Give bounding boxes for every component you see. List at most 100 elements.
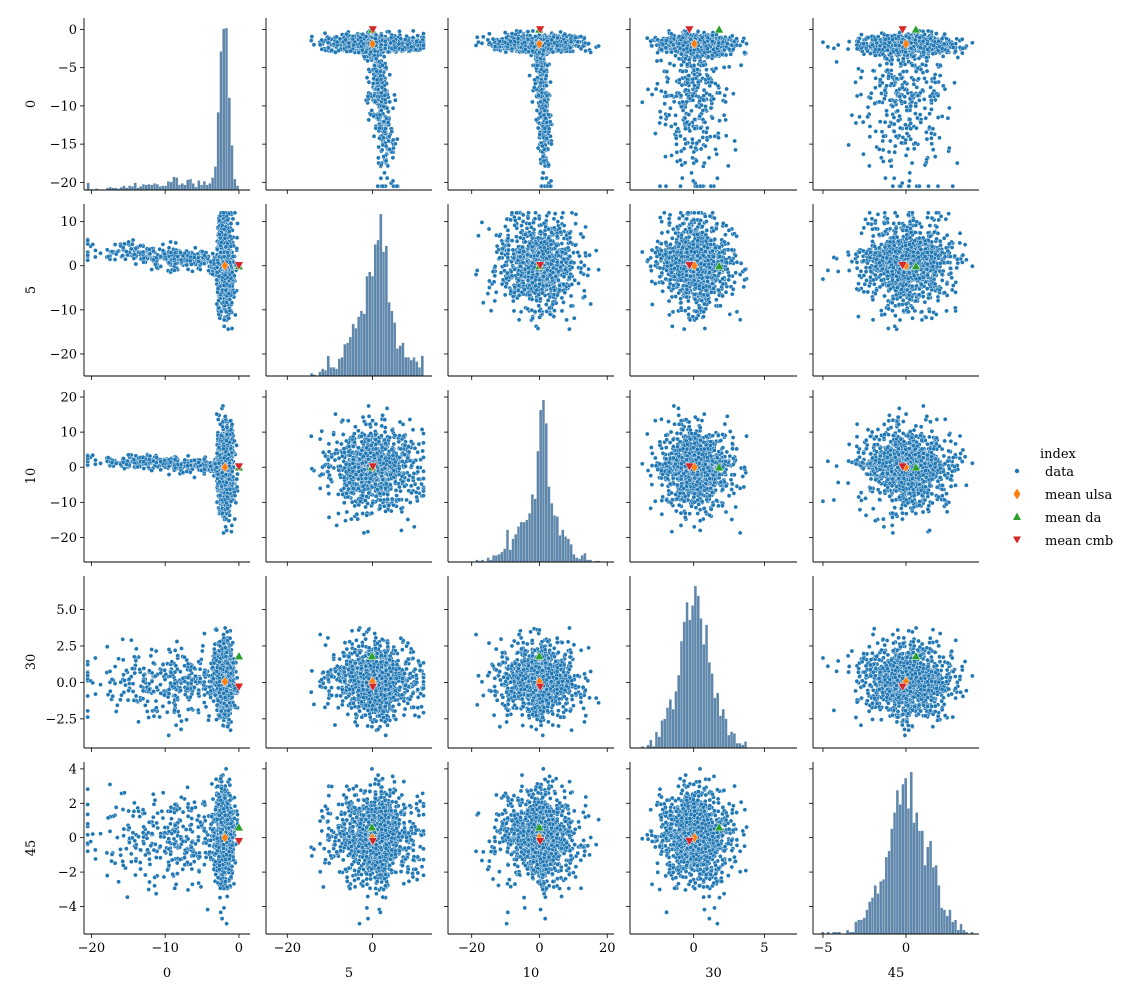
hist-bar <box>86 182 90 191</box>
data-point <box>389 129 395 134</box>
data-point <box>892 121 897 127</box>
data-point <box>911 146 917 152</box>
data-point <box>882 119 888 125</box>
data-point <box>474 34 480 40</box>
data-point <box>485 37 491 43</box>
data-point <box>680 99 686 105</box>
data-point <box>873 75 878 81</box>
data-point <box>309 34 315 39</box>
data-point <box>858 75 864 80</box>
data-point <box>694 140 700 146</box>
data-point <box>734 36 739 41</box>
data-point <box>899 140 904 146</box>
data-point <box>366 67 372 72</box>
data-point <box>721 65 727 70</box>
data-point <box>703 104 708 109</box>
data-point <box>744 41 749 47</box>
data-point <box>371 133 377 139</box>
data-point <box>908 103 914 109</box>
data-point <box>688 144 694 150</box>
data-point <box>908 121 914 126</box>
data-point <box>379 147 385 153</box>
data-point <box>543 115 548 121</box>
data-point <box>692 117 697 122</box>
data-point <box>825 44 831 50</box>
data-point <box>908 136 913 142</box>
data-point <box>664 69 670 74</box>
data-point <box>645 87 651 92</box>
data-point <box>683 141 689 147</box>
data-point <box>490 36 496 42</box>
data-point <box>722 93 728 98</box>
data-point <box>854 93 860 99</box>
data-point <box>544 93 550 98</box>
data-point <box>662 101 668 107</box>
data-point <box>659 47 664 52</box>
data-point <box>403 37 408 42</box>
hist-bar <box>155 184 159 191</box>
data-point <box>530 48 535 54</box>
data-point <box>538 56 543 62</box>
data-point <box>568 39 574 45</box>
data-point <box>698 146 704 152</box>
data-point <box>379 33 384 38</box>
hist-bar <box>189 178 192 191</box>
data-point <box>683 126 688 132</box>
data-point <box>845 46 851 52</box>
hist-bar <box>161 185 165 191</box>
hist-bar <box>202 181 206 191</box>
hist-bar <box>230 145 234 191</box>
data-point <box>686 73 692 78</box>
data-point <box>868 95 873 101</box>
data-point <box>689 170 694 176</box>
data-point <box>935 115 941 120</box>
hist-bar <box>128 185 132 191</box>
data-point <box>361 41 366 47</box>
data-point <box>955 55 961 60</box>
data-point <box>544 83 549 88</box>
data-point <box>400 47 405 52</box>
data-point <box>835 42 841 48</box>
data-point <box>523 47 528 52</box>
data-point <box>664 93 669 99</box>
data-point <box>691 63 697 68</box>
data-point <box>950 183 956 189</box>
data-point <box>540 143 545 149</box>
y-tick-label: −15 <box>50 138 77 153</box>
data-point <box>856 66 861 72</box>
data-point <box>689 108 694 114</box>
data-point <box>917 98 922 103</box>
data-point <box>713 81 718 86</box>
data-point <box>902 79 908 85</box>
hist-bar <box>211 177 215 191</box>
hist-bar <box>144 184 148 191</box>
data-point <box>392 45 398 51</box>
hist-bar <box>164 185 168 191</box>
data-point <box>682 115 688 121</box>
data-point <box>578 34 584 39</box>
data-point <box>686 112 692 117</box>
data-point <box>716 135 721 141</box>
data-point <box>710 33 715 38</box>
hist-bar <box>233 178 237 191</box>
data-point <box>311 42 317 48</box>
data-point <box>909 160 915 166</box>
data-point <box>720 39 726 45</box>
data-point <box>537 132 543 137</box>
data-point <box>889 164 894 169</box>
data-point <box>546 42 551 48</box>
data-point <box>684 99 690 105</box>
data-point <box>393 97 398 103</box>
data-point <box>706 155 712 161</box>
data-point <box>383 143 389 149</box>
data-point <box>546 162 552 168</box>
data-point <box>860 119 866 125</box>
hist-bar <box>180 183 184 191</box>
data-point <box>921 97 927 102</box>
data-point <box>680 43 686 48</box>
data-point <box>534 62 540 68</box>
data-point <box>532 85 537 90</box>
hist-bar <box>166 181 170 191</box>
data-point <box>394 136 400 142</box>
hist-bar <box>133 182 137 191</box>
